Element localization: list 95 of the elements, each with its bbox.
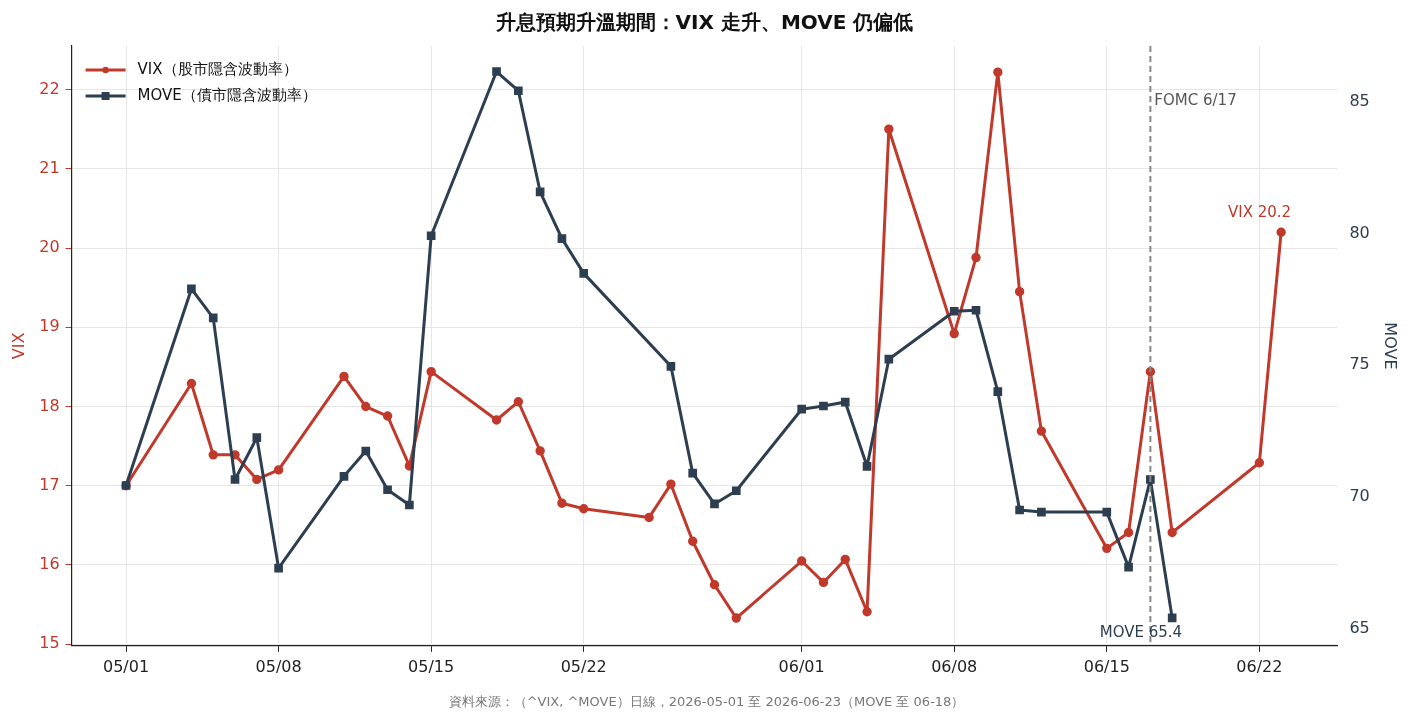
point: [1167, 613, 1177, 623]
point: [274, 563, 283, 573]
point: [557, 498, 567, 508]
x-tick-label: 06/01: [778, 656, 825, 676]
point: [862, 461, 872, 471]
y-tick-label: 17: [39, 474, 60, 494]
point: [426, 366, 436, 377]
point: [339, 471, 349, 481]
point: [514, 86, 523, 96]
x-tick-label: 06/15: [1083, 656, 1130, 676]
source-note: 資料來源：（^VIX, ^MOVE）日線，2026-05-01 至 2026-06-23（MOVE 至 06-18）: [448, 693, 965, 709]
point: [688, 536, 698, 546]
x-tick-label: 05/01: [102, 656, 150, 676]
y-tick-label: 15: [39, 633, 60, 653]
y2-axis-title: MOVE: [1381, 322, 1401, 370]
point: [361, 401, 371, 412]
data-label: VIX 20.2: [1228, 202, 1292, 221]
chart-title: 升息預期升溫期間：VIX 走升、MOVE 仍偏低: [494, 10, 914, 35]
y-tick-label: 19: [39, 316, 60, 336]
point: [1102, 507, 1112, 517]
point: [971, 252, 981, 263]
point: [208, 313, 218, 323]
point: [491, 415, 502, 425]
point: [579, 504, 589, 514]
x-tick-label: 05/08: [255, 656, 302, 676]
y2-tick-label: 75: [1349, 354, 1370, 374]
point: [1014, 286, 1025, 297]
point: [1276, 227, 1286, 237]
y-axis-title: VIX: [8, 332, 28, 360]
point: [993, 67, 1003, 77]
point: [383, 485, 392, 495]
y2-tick-label: 70: [1349, 485, 1370, 505]
point: [1037, 507, 1046, 517]
x-tick-label: 06/22: [1236, 656, 1283, 676]
point: [666, 361, 676, 371]
point: [361, 446, 371, 456]
point: [731, 613, 741, 623]
y-tick-label: 21: [39, 157, 60, 177]
point: [731, 486, 741, 496]
point: [644, 512, 654, 523]
point: [1124, 562, 1133, 572]
point: [339, 371, 349, 382]
y2-tick-label: 80: [1349, 222, 1370, 242]
point: [1102, 543, 1112, 554]
point: [949, 328, 959, 339]
point: [535, 187, 545, 197]
point: [187, 284, 196, 294]
point: [818, 577, 829, 588]
point: [710, 499, 719, 509]
point: [884, 124, 894, 134]
point: [993, 387, 1003, 396]
point: [688, 468, 698, 478]
point: [579, 269, 589, 278]
data-label: MOVE 65.4: [1099, 623, 1183, 642]
point: [252, 474, 262, 485]
point: [230, 475, 240, 484]
point: [819, 401, 828, 411]
point: [273, 465, 284, 475]
point: [840, 397, 850, 407]
point: [862, 607, 872, 617]
point: [252, 433, 262, 442]
y-tick-label: 22: [39, 78, 60, 98]
point: [186, 378, 197, 389]
point: [1167, 527, 1177, 538]
point: [1123, 527, 1134, 538]
point: [1015, 505, 1024, 515]
point: [426, 231, 436, 241]
x-tick-label: 05/15: [408, 656, 455, 676]
y2-tick-label: 85: [1349, 91, 1370, 111]
point: [405, 500, 414, 510]
y-tick-label: 20: [39, 237, 60, 257]
point: [208, 450, 218, 460]
point: [709, 580, 720, 590]
point: [949, 306, 959, 316]
x-tick-label: 05/22: [560, 656, 607, 676]
point: [666, 479, 676, 489]
legend-label: VIX（股市隱含波動率）: [137, 59, 298, 78]
ref-line-label: FOMC 6/17: [1154, 91, 1237, 110]
point: [796, 556, 807, 566]
point: [797, 404, 806, 414]
x-tick-label: 06/08: [931, 656, 978, 676]
point: [1254, 458, 1265, 468]
y-tick-label: 16: [39, 554, 60, 574]
point: [557, 234, 567, 243]
legend-label: MOVE（債市隱含波動率）: [137, 85, 317, 104]
point: [382, 411, 393, 421]
point: [492, 67, 501, 76]
point: [1036, 426, 1047, 436]
point: [535, 446, 545, 456]
y2-tick-label: 65: [1349, 617, 1370, 637]
y-tick-label: 18: [39, 395, 60, 415]
point: [513, 397, 524, 407]
point: [840, 554, 850, 565]
point: [884, 354, 894, 364]
point: [971, 305, 981, 315]
